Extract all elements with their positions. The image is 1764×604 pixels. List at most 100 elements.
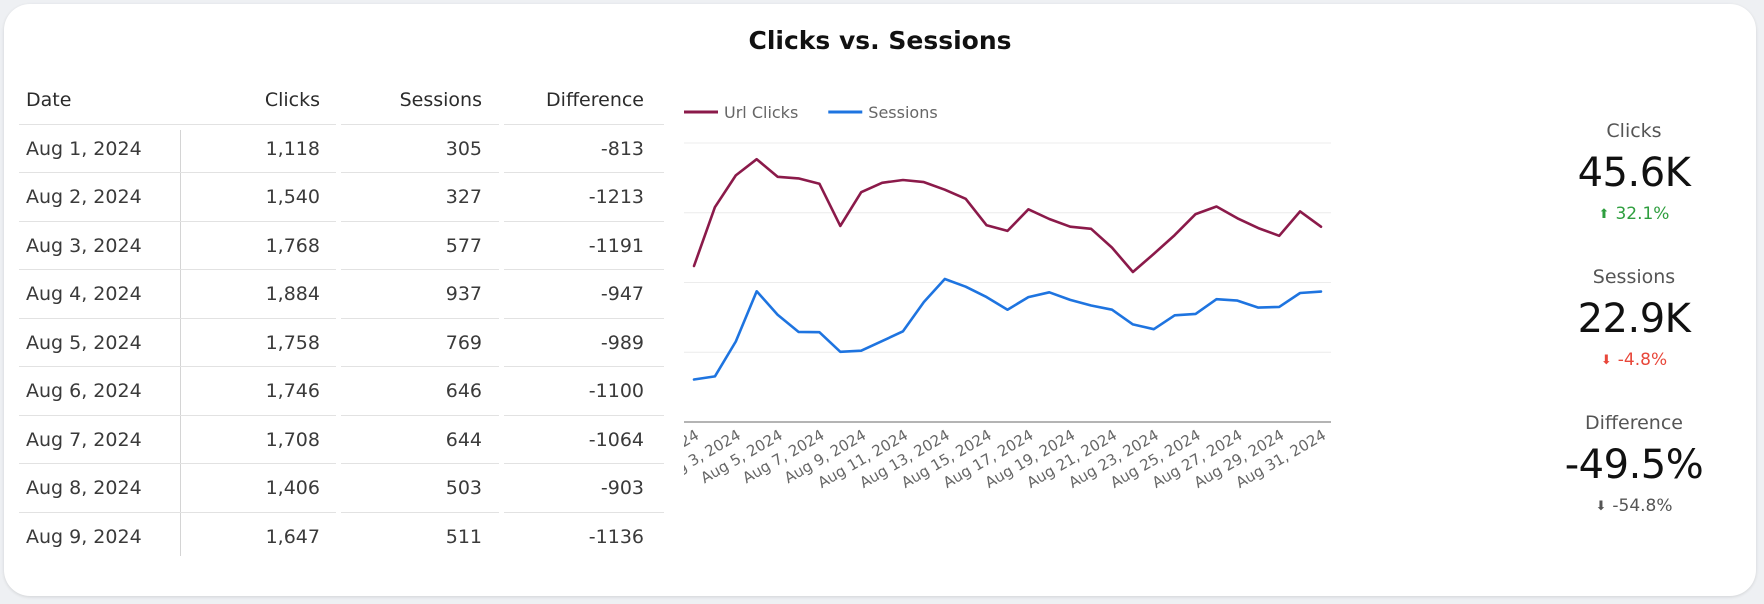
difference-cell: -947 — [600, 283, 644, 306]
date-cell: Aug 1, 2024 — [26, 137, 142, 160]
table-header-row: Date Clicks Sessions Difference — [14, 76, 666, 125]
page-title: Clicks vs. Sessions — [748, 26, 1012, 55]
header-rule — [341, 123, 499, 125]
table-row: Aug 4, 2024 1,884 937 -947 — [14, 270, 666, 319]
date-cell: Aug 4, 2024 — [26, 283, 142, 306]
kpi-sessions: Sessions 22.9K ⬇ -4.8% — [1534, 266, 1734, 406]
kpi-delta: ⬇ -54.8% — [1534, 496, 1734, 516]
legend-label: Url Clicks — [724, 104, 798, 122]
table-row: Aug 6, 2024 1,746 646 -1100 — [14, 367, 666, 416]
row-rule — [341, 463, 499, 464]
column-header-sessions: Sessions — [399, 89, 482, 112]
row-rule — [504, 220, 664, 222]
kpi-delta-value: -4.8% — [1617, 350, 1668, 370]
series-line-url-clicks — [692, 157, 1323, 274]
arrow-down-icon: ⬇ — [1600, 352, 1612, 368]
column-header-date: Date — [26, 89, 72, 112]
difference-cell: -1136 — [588, 525, 644, 548]
arrow-up-icon: ⬆ — [1598, 206, 1610, 222]
sessions-cell: 577 — [445, 234, 482, 257]
row-rule — [341, 511, 499, 513]
header-rule — [504, 123, 664, 125]
difference-cell: -1100 — [588, 380, 644, 403]
row-rule — [504, 414, 664, 416]
difference-cell: -1213 — [588, 186, 644, 209]
sessions-cell: 305 — [445, 137, 482, 160]
data-table: Date Clicks Sessions Difference Aug 1, 2024 1… — [14, 76, 666, 556]
kpi-value: -49.5% — [1564, 442, 1704, 488]
date-cell: Aug 3, 2024 — [26, 234, 142, 257]
sessions-cell: 503 — [445, 477, 482, 500]
sessions-cell: 769 — [445, 331, 482, 354]
row-rule — [504, 511, 664, 513]
kpi-value: 45.6K — [1577, 150, 1691, 196]
kpi-panel: Clicks 45.6K ⬆ 32.1% Sessions 22.9K ⬇ -4.8% Diff… — [1534, 114, 1734, 552]
sessions-cell: 646 — [445, 380, 482, 403]
sessions-cell: 511 — [445, 525, 482, 548]
dashboard-card: Clicks vs. Sessions Date Clicks Sessions Di… — [4, 4, 1756, 596]
column-header-clicks: Clicks — [264, 89, 320, 112]
row-rule — [504, 172, 664, 173]
table-row: Aug 3, 2024 1,768 577 -1191 — [14, 222, 666, 270]
table-row: Aug 8, 2024 1,406 503 -903 — [14, 464, 666, 513]
difference-cell: -1191 — [588, 234, 644, 257]
date-cell: Aug 8, 2024 — [26, 477, 142, 500]
column-header-difference: Difference — [546, 89, 644, 112]
row-rule — [19, 220, 336, 222]
clicks-cell: 1,758 — [265, 331, 320, 354]
date-cell: Aug 5, 2024 — [26, 331, 142, 354]
kpi-delta: ⬆ 32.1% — [1534, 204, 1734, 224]
row-rule — [504, 317, 664, 319]
kpi-label: Sessions — [1592, 266, 1676, 288]
header-rule — [19, 123, 336, 125]
table-row: Aug 5, 2024 1,758 769 -989 — [14, 319, 666, 367]
row-rule — [341, 317, 499, 319]
row-rule — [19, 511, 336, 513]
arrow-down-icon: ⬇ — [1595, 498, 1607, 514]
table-row: Aug 7, 2024 1,708 644 -1064 — [14, 416, 666, 464]
row-rule — [19, 269, 336, 270]
row-rule — [341, 269, 499, 270]
row-rule — [341, 414, 499, 416]
legend-label: Sessions — [868, 104, 937, 122]
sessions-cell: 644 — [445, 428, 482, 451]
clicks-cell: 1,118 — [265, 137, 320, 160]
row-rule — [504, 269, 664, 270]
kpi-label: Clicks — [1606, 120, 1662, 142]
row-rule — [19, 414, 336, 416]
kpi-delta: ⬇ -4.8% — [1534, 350, 1734, 370]
clicks-cell: 1,884 — [265, 283, 320, 306]
kpi-label: Difference — [1585, 412, 1683, 434]
row-rule — [341, 220, 499, 222]
kpi-clicks: Clicks 45.6K ⬆ 32.1% — [1534, 120, 1734, 260]
clicks-cell: 1,540 — [265, 186, 320, 209]
row-rule — [19, 463, 336, 464]
difference-cell: -989 — [600, 331, 644, 354]
row-rule — [19, 172, 336, 173]
row-rule — [19, 317, 336, 319]
kpi-delta-value: 32.1% — [1615, 204, 1670, 224]
table-row: Aug 9, 2024 1,647 511 -1136 — [14, 513, 666, 557]
date-cell: Aug 2, 2024 — [26, 186, 142, 209]
clicks-cell: 1,647 — [265, 525, 320, 548]
difference-cell: -1064 — [588, 428, 644, 451]
kpi-difference: Difference -49.5% ⬇ -54.8% — [1534, 412, 1734, 552]
row-rule — [341, 172, 499, 173]
row-rule — [504, 463, 664, 464]
date-cell: Aug 6, 2024 — [26, 380, 142, 403]
difference-cell: -903 — [600, 477, 644, 500]
kpi-value: 22.9K — [1577, 296, 1691, 342]
row-rule — [504, 366, 664, 367]
clicks-cell: 1,406 — [265, 477, 320, 500]
sessions-cell: 327 — [445, 186, 482, 209]
difference-cell: -813 — [600, 137, 644, 160]
series-line-sessions — [692, 277, 1323, 381]
date-cell: Aug 7, 2024 — [26, 428, 142, 451]
clicks-cell: 1,708 — [265, 428, 320, 451]
clicks-cell: 1,768 — [265, 234, 320, 257]
clicks-cell: 1,746 — [265, 380, 320, 403]
sessions-cell: 937 — [445, 283, 482, 306]
date-cell: Aug 9, 2024 — [26, 525, 142, 548]
